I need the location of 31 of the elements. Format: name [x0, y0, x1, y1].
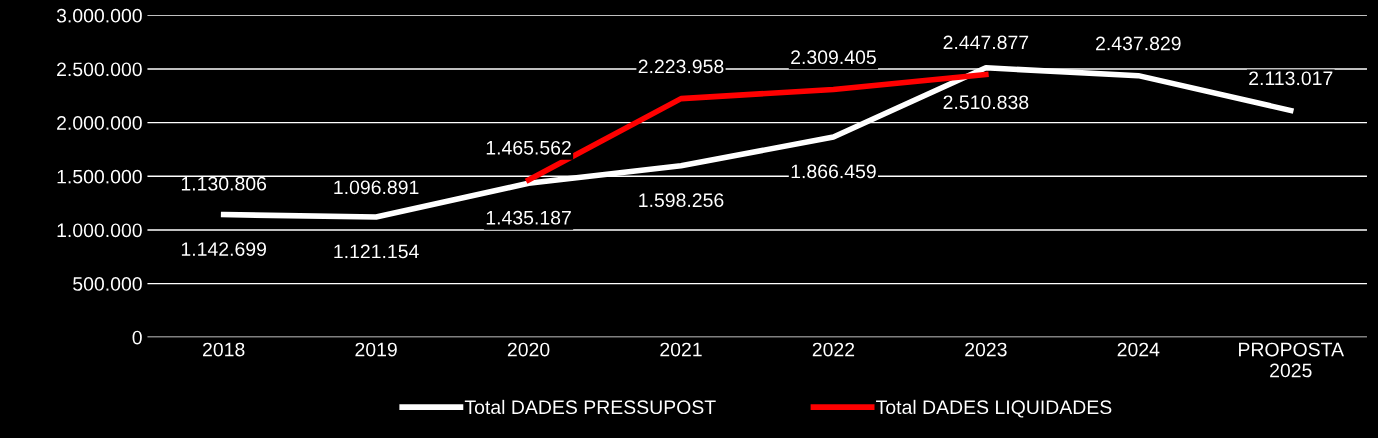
data-label: 1.465.562	[486, 140, 571, 155]
data-label: 1.121.154	[334, 244, 419, 259]
data-label: 2.113.017	[1249, 71, 1333, 86]
y-tick-label: 500.000	[73, 277, 142, 291]
data-label: 2.447.877	[943, 35, 1029, 50]
legend-label: Total DADES LIQUIDADES	[876, 399, 1112, 418]
annotation: 1.130.806	[181, 176, 267, 191]
y-tick-label: 1.000.000	[57, 223, 142, 238]
x-tick-label: 2018	[203, 342, 245, 357]
x-tick-label: PROPOSTA 2025	[1239, 342, 1345, 378]
x-tick-label: 2023	[965, 342, 1007, 357]
x-tick-label: 2020	[507, 342, 550, 357]
data-label: 2.309.405	[791, 50, 876, 65]
data-label: 1.866.459	[791, 164, 876, 179]
x-tick-label: 2024	[1117, 342, 1160, 357]
data-label: 2.437.829	[1096, 36, 1181, 51]
data-label: 2.510.838	[943, 95, 1029, 110]
x-tick-label: 2022	[812, 342, 855, 357]
y-tick-label: 1.500.000	[57, 169, 142, 184]
annotation: 1.096.891	[334, 180, 419, 195]
data-label: 1.435.187	[486, 210, 571, 225]
x-tick-label: 2021	[660, 342, 702, 357]
data-label: 2.223.958	[638, 59, 724, 74]
x-tick-label: 2019	[355, 342, 397, 357]
y-tick-label: 3.000.000	[56, 8, 142, 23]
legend-label: Total DADES PRESSUPOST	[464, 399, 716, 415]
data-label: 1.142.699	[181, 242, 266, 256]
y-tick-label: 2.500.000	[57, 62, 142, 77]
data-label: 1.598.256	[639, 193, 724, 208]
y-tick-label: 2.000.000	[57, 116, 142, 130]
y-tick-label: 0	[132, 330, 142, 345]
